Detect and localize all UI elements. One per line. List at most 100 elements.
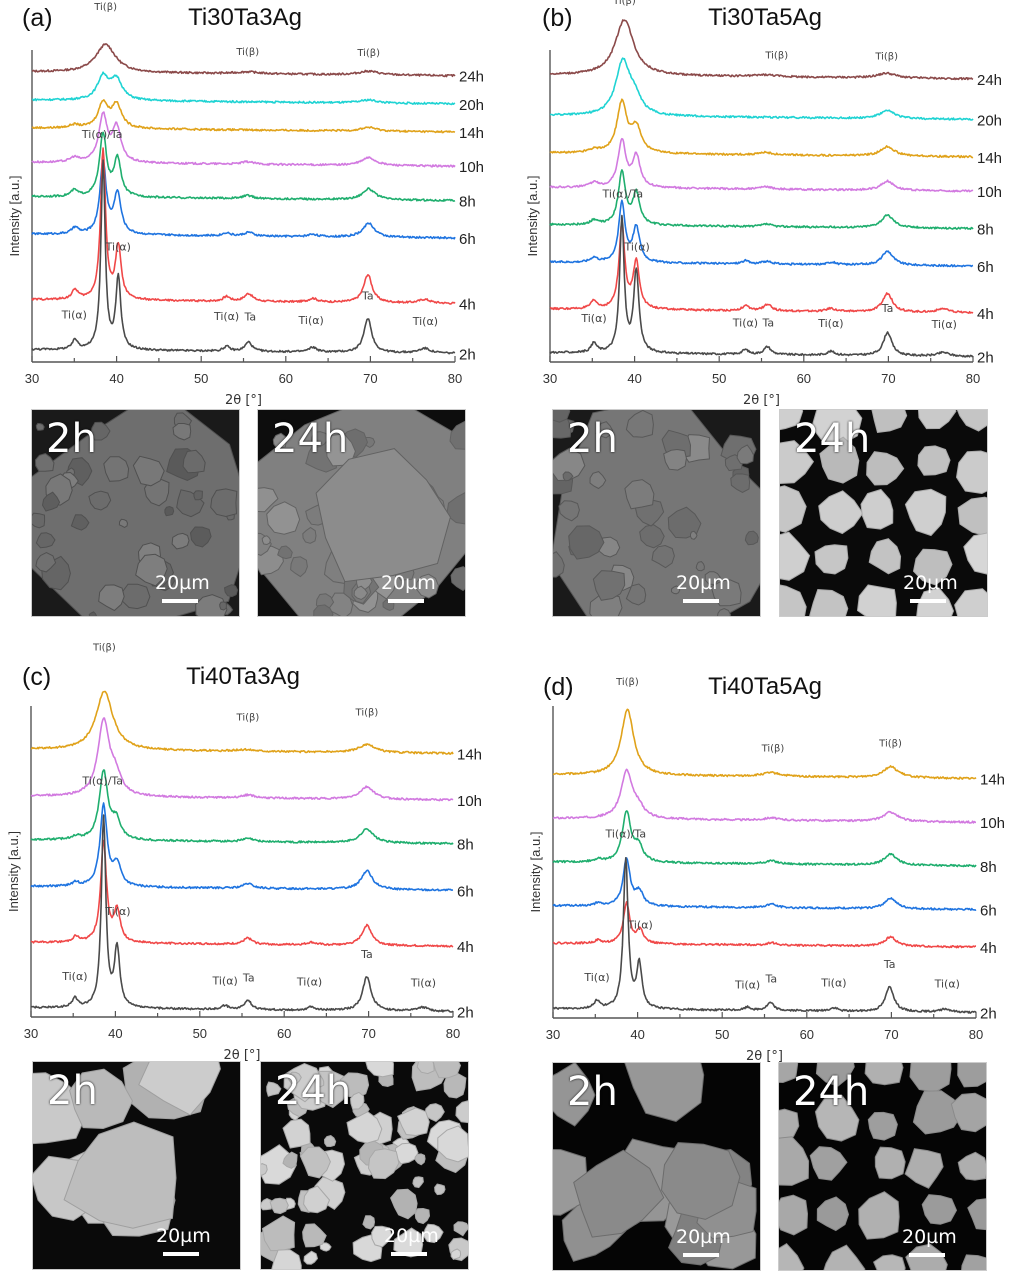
series-2h [552,856,977,1014]
series-2h [549,214,974,358]
scale-bar-label: 20µm [676,572,731,594]
x-tick-label: 30 [543,371,557,386]
panel-b: (b) Ti30Ta5Ag 30 40 50 60 70 80 2θ [°] Intensit… [0,0,1013,640]
sem-time-label: 2h [46,416,97,462]
peak-annotation: Ti(α) [583,971,609,984]
peak-annotation: Ti(α) [931,318,957,331]
series-label: 10h [980,815,1005,832]
scale-bar [162,599,198,603]
peak-annotation: Ti(β) [615,677,639,688]
series-label: 8h [980,859,997,876]
series-label: 2h [459,346,476,363]
peak-annotation: Ti(β) [92,643,116,654]
series-label: 8h [459,194,476,211]
series-label: 14h [980,772,1005,789]
sem-time-label: 24h [793,1069,870,1115]
x-tick-label: 30 [24,1026,38,1041]
micrograph-texture [32,410,239,616]
peak-annotation: Ti(α) [298,314,324,327]
peak-annotation: Ti(α) [732,316,758,329]
peak-annotation: Ti(α) [580,312,606,325]
sem-time-label: 24h [275,1068,352,1114]
peak-annotation: Ti(β) [878,739,902,750]
series-label: 20h [977,112,1002,129]
series-label: 10h [457,793,482,810]
sem-image-2h: 2h 20µm [31,409,240,617]
sem-image-2h: 2h 20µm [552,409,761,617]
peak-annotation: Ti(α) [410,976,436,989]
series-10h [552,768,977,824]
micrograph-texture [779,1063,986,1270]
x-axis-label: 2θ [°] [743,393,780,408]
series-2h [31,159,456,355]
x-tick-label: 50 [712,371,726,386]
series-label: 4h [977,306,994,323]
peak-annotation: Ti(α)/Ta [604,828,646,841]
series-8h [552,810,977,868]
series-label: 8h [457,837,474,854]
scale-bar-label: 20µm [156,1225,211,1247]
peak-annotation: Ti(α) [61,970,87,983]
micrograph-texture [553,1063,757,1270]
series-8h [31,131,456,202]
x-tick-label: 70 [361,1026,375,1041]
series-label: 4h [459,297,476,314]
peak-annotation: Ti(α) [626,918,652,931]
panel-title: Ti30Ta5Ag [708,4,822,31]
y-axis-label: Intensity [a.u.] [7,176,22,257]
micrograph-texture [553,410,760,616]
peak-annotation: Ta [764,973,777,986]
series-6h [30,802,454,892]
scale-bar-label: 20µm [155,572,210,594]
panel-title: Ti40Ta5Ag [708,673,822,700]
peak-annotation: Ti(α)/Ta [81,128,123,141]
sem-time-label: 2h [47,1068,98,1114]
panel-letter: (a) [22,4,53,32]
sem-time-label: 2h [567,1069,618,1115]
series-6h [549,199,974,268]
series-label: 4h [980,940,997,957]
x-axis-label: 2θ [°] [223,1048,260,1063]
micrograph-texture [33,1062,221,1237]
x-tick-label: 70 [884,1027,898,1042]
series-6h [552,857,977,912]
series-label: 20h [459,97,484,114]
series-label: 6h [977,259,994,276]
peak-annotation: Ta [881,302,894,315]
peak-annotation: Ti(β) [355,707,379,718]
series-label: 24h [977,72,1002,89]
micrograph-texture [258,410,465,616]
series-20h [549,57,974,121]
peak-annotation: Ti(α) [820,976,846,989]
x-tick-label: 70 [363,371,377,386]
series-20h [31,71,456,106]
series-label: 14h [459,125,484,142]
series-10h [30,717,454,802]
y-axis-label: Intensity [a.u.] [525,176,540,257]
series-label: 14h [457,746,482,763]
series-label: 14h [977,150,1002,167]
x-tick-label: 30 [25,371,39,386]
scale-bar-label: 20µm [384,1225,439,1247]
series-24h [31,43,456,78]
x-tick-label: 40 [630,1027,644,1042]
peak-annotation: Ti(α)/Ta [81,774,123,787]
peak-annotation: Ta [761,317,774,330]
panel-letter: (d) [543,673,574,701]
series-14h [552,708,977,780]
peak-annotation: Ti(α)/Ta [601,187,643,200]
micrograph-texture [261,1062,468,1269]
peak-annotation: Ti(α) [105,240,131,253]
scale-bar-label: 20µm [903,572,958,594]
x-tick-label: 60 [277,1026,291,1041]
peak-annotation: Ti(α) [412,315,438,328]
sem-image-2h: 2h 20µm [552,1062,761,1271]
x-tick-label: 70 [881,371,895,386]
x-tick-label: 50 [715,1027,729,1042]
peak-annotation: Ti(β) [761,744,785,755]
x-tick-label: 40 [109,371,123,386]
x-tick-label: 80 [969,1027,983,1042]
series-8h [549,169,974,231]
scale-bar [910,599,946,603]
